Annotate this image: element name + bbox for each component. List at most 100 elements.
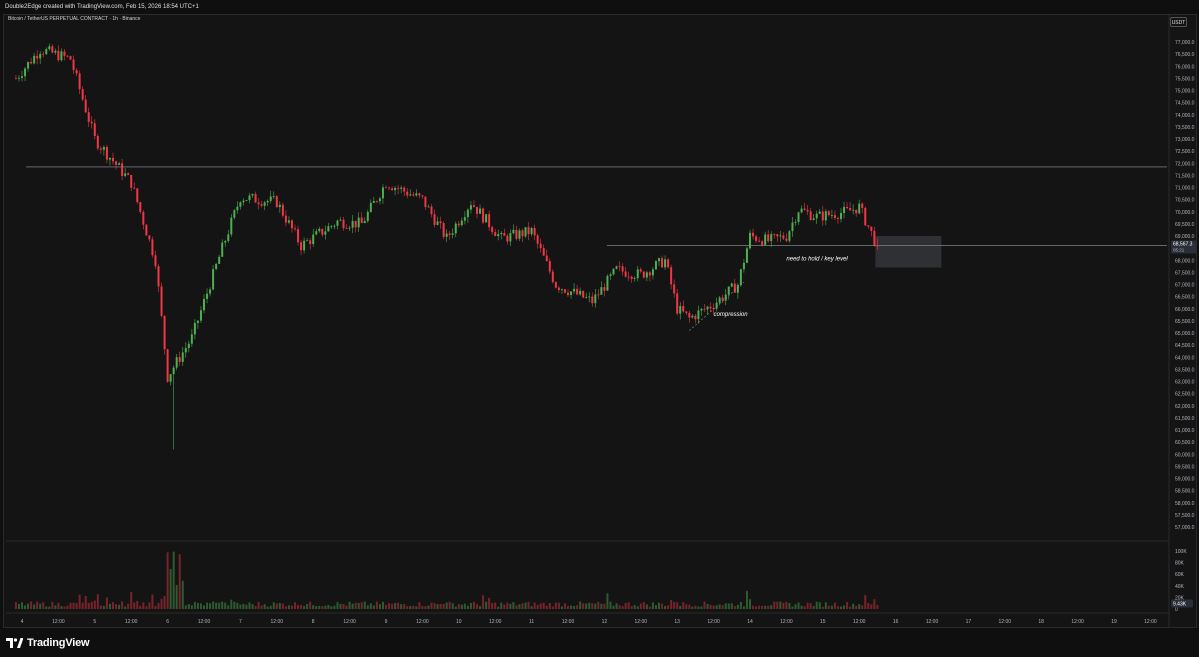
volume-bar xyxy=(870,604,873,609)
volume-bar xyxy=(327,605,330,609)
currency-button[interactable]: USDT xyxy=(1170,17,1187,27)
volume-bar xyxy=(597,601,600,609)
candle-body xyxy=(39,53,42,59)
candle-body xyxy=(606,275,609,291)
volume-bar xyxy=(418,602,421,609)
candle-body xyxy=(297,229,300,243)
candle-body xyxy=(154,255,157,267)
candle-body xyxy=(752,232,755,237)
volume-bar xyxy=(773,601,776,609)
volume-bar xyxy=(257,602,260,609)
y-tick-label: 59,000.0 xyxy=(1175,477,1195,483)
candle-body xyxy=(421,195,424,197)
candle-body xyxy=(761,241,764,245)
price-chart[interactable]: 77,000.0 76,500.0 76,000.0 75,500.0 75,000.0… xyxy=(4,15,1196,627)
current-volume-badge xyxy=(1171,599,1193,608)
candle-body xyxy=(476,206,478,214)
volume-bar xyxy=(515,605,518,609)
volume-bar xyxy=(318,605,321,609)
candle-body xyxy=(181,352,184,362)
volume-bar xyxy=(858,604,861,609)
candle-body xyxy=(190,334,193,344)
volume-bar xyxy=(145,606,148,609)
volume-bar xyxy=(591,603,594,609)
volume-bar xyxy=(676,602,679,609)
candle-body xyxy=(658,258,660,262)
volume-bar xyxy=(752,605,755,609)
volume-bar xyxy=(242,603,245,609)
candle-body xyxy=(676,293,679,314)
tradingview-logo[interactable]: TradingView xyxy=(6,636,90,650)
candle-body xyxy=(876,245,879,247)
volume-bar xyxy=(457,604,460,609)
volume-bar xyxy=(664,605,667,609)
volume-bar xyxy=(612,605,615,609)
candle-body xyxy=(861,203,864,208)
candle-body xyxy=(782,235,785,239)
candle-body xyxy=(357,217,360,228)
candle-body xyxy=(745,248,748,263)
candle-body xyxy=(60,51,63,61)
volume-tick-label: 0 xyxy=(1175,607,1178,613)
candle-body xyxy=(840,212,842,220)
volume-bar xyxy=(215,602,218,609)
y-tick-label: 57,500.0 xyxy=(1175,513,1195,519)
candle-body xyxy=(118,163,121,165)
volume-bar xyxy=(139,605,142,609)
y-tick-label: 62,000.0 xyxy=(1175,404,1195,410)
candle-body xyxy=(706,306,709,310)
y-tick-label: 73,500.0 xyxy=(1175,125,1195,131)
volume-bar xyxy=(806,602,809,609)
candle-body xyxy=(460,220,463,226)
y-tick-label: 64,000.0 xyxy=(1175,355,1195,361)
volume-bar xyxy=(403,604,406,609)
volume-bar xyxy=(105,597,108,609)
annotation-label: compression xyxy=(714,312,749,318)
volume-bar xyxy=(536,604,539,609)
candle-body xyxy=(715,302,718,309)
candle-body xyxy=(709,306,712,309)
volume-bar xyxy=(560,606,563,609)
candle-body xyxy=(573,288,576,292)
volume-bar xyxy=(209,603,212,609)
candle-body xyxy=(163,315,166,350)
candle-body xyxy=(612,268,615,275)
volume-bar xyxy=(691,606,694,609)
volume-bar xyxy=(658,602,660,609)
volume-bar xyxy=(494,602,497,609)
candle-body xyxy=(57,50,60,61)
candle-body xyxy=(142,211,145,225)
candle-body xyxy=(764,234,767,245)
candle-body xyxy=(14,78,17,80)
volume-bar xyxy=(615,603,618,609)
candle-body xyxy=(864,207,867,226)
volume-bar xyxy=(809,603,812,609)
volume-bar xyxy=(369,603,372,609)
volume-bar xyxy=(867,602,870,609)
volume-bar xyxy=(855,605,858,609)
candle-body xyxy=(206,293,209,299)
candle-body xyxy=(664,259,667,268)
candle-body xyxy=(433,214,436,225)
volume-bar xyxy=(758,605,761,609)
volume-bar xyxy=(739,601,742,609)
volume-bar xyxy=(51,601,54,609)
volume-bar xyxy=(694,605,697,609)
volume-bar xyxy=(682,602,685,609)
volume-bar xyxy=(221,601,224,609)
candle-body xyxy=(157,266,160,287)
volume-bar xyxy=(667,605,670,609)
y-tick-label: 57,000.0 xyxy=(1175,525,1195,531)
volume-bar xyxy=(818,602,821,609)
candle-body xyxy=(69,56,72,60)
volume-bar xyxy=(424,606,427,609)
volume-bar xyxy=(454,606,457,609)
candle-body xyxy=(24,68,27,77)
candle-body xyxy=(363,221,366,224)
chart-pane[interactable]: 77,000.0 76,500.0 76,000.0 75,500.0 75,000.0… xyxy=(3,14,1197,628)
volume-bar xyxy=(324,605,327,609)
candle-body xyxy=(500,232,503,235)
candle-body xyxy=(115,161,118,165)
volume-bar xyxy=(852,603,855,609)
candle-body xyxy=(360,217,363,224)
